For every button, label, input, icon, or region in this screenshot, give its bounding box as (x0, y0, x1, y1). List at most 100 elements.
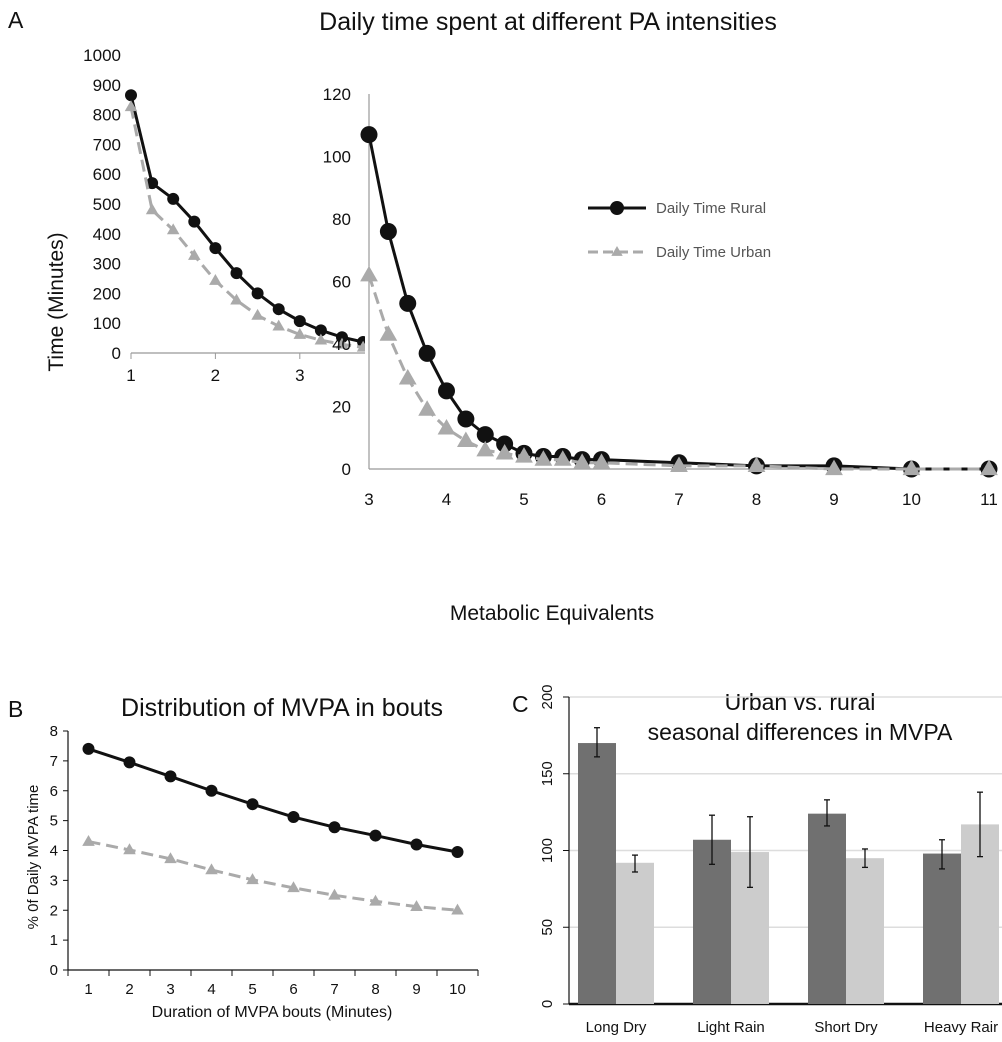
panel-a-inset-y-tick-label: 80 (332, 210, 351, 229)
panel-a-inset-y-tick-label: 20 (332, 398, 351, 417)
panel-a-y-tick-label: 1000 (83, 46, 121, 65)
panel-a-series-1-point (166, 223, 180, 235)
legend-marker-0 (610, 201, 624, 215)
panel-b-series-0-point (287, 811, 300, 824)
panel-c-category-label: Long Dry (586, 1019, 647, 1036)
panel-a-inset-y-tick-label: 40 (332, 335, 351, 354)
panel-a-inset-series-0-point (476, 426, 494, 444)
panel-b-x-tick-label: 7 (330, 981, 338, 998)
panel-b-y-tick-label: 7 (50, 753, 58, 770)
panel-a-title: Daily time spent at different PA intensi… (319, 8, 777, 36)
panel-a-series-1-point (272, 319, 285, 331)
panel-a-y-tick-label: 700 (93, 135, 121, 154)
panel-a-inset-series-1-point (553, 450, 572, 466)
panel-a-ylabel: Time (Minutes) (45, 232, 68, 371)
panel-a-series-0-point (314, 324, 327, 337)
panel-a-inset-y-tick-label: 60 (332, 273, 351, 292)
panel-a-inset-series-1-point (495, 444, 514, 460)
legend-label-0: Daily Time Rural (656, 200, 766, 217)
panel-a-series-0-point (146, 177, 159, 190)
panel-b-title: Distribution of MVPA in bouts (121, 694, 443, 722)
panel-a-y-tick-label: 400 (93, 225, 121, 244)
panel-b-y-tick-label: 5 (50, 813, 58, 830)
panel-b-xlabel: Duration of MVPA bouts (Minutes) (152, 1004, 393, 1021)
panel-a-series-1-point (314, 333, 328, 345)
panel-a-inset-x-tick-label: 10 (902, 490, 921, 509)
panel-a-x-tick-label: 1 (126, 366, 135, 385)
panel-a-inset-series-1-point (747, 456, 766, 472)
panel-b-series-1-line (88, 840, 458, 912)
panel-b-series-0-point (246, 798, 259, 811)
panel-a-inset-x-tick-label: 6 (597, 490, 606, 509)
panel-a-inset-series-0-line (367, 134, 989, 471)
panel-a-inset-series-1-point (398, 369, 417, 385)
panel-a-inset-series-1-point (456, 431, 475, 447)
panel-c-category-label: Light Rain (697, 1019, 765, 1036)
panel-a-y-tick-label: 500 (93, 195, 121, 214)
panel-b-series-1-point (287, 881, 300, 893)
panel-b-y-tick-label: 3 (50, 872, 58, 889)
panel-b-series-0-point (164, 770, 177, 783)
legend-label-1: Daily Time Urban (656, 244, 771, 261)
panel-b-x-tick-label: 1 (84, 981, 92, 998)
panel-a-series-1-point (124, 100, 138, 112)
panel-a-inset-series-1-point (534, 450, 553, 466)
panel-b-y-tick-label: 0 (50, 962, 58, 979)
panel-b-chart: 0 1 2 3 4 5 6 7 8 1 2 3 4 5 6 7 8 9 10 (50, 723, 479, 998)
panel-b-y-tick-label: 1 (50, 932, 58, 949)
panel-b-series-1-point (82, 834, 95, 846)
panel-a-inset-x-tick-label: 3 (364, 490, 373, 509)
panel-b-series-1-point (328, 888, 341, 900)
panel-a-inset-series-1-point (825, 459, 843, 476)
panel-a-series-0-point (209, 242, 222, 255)
panel-b-y-tick-label: 2 (50, 902, 58, 919)
panel-a-inset-series-1-point (476, 440, 495, 457)
panel-a-inset-series-1-point (418, 400, 437, 416)
panel-a-series-0-point (293, 315, 306, 328)
panel-b-y-tick-label: 6 (50, 783, 58, 800)
panel-a-series-1-point (230, 293, 243, 305)
panel-c-title-line2: seasonal differences in MVPA (648, 719, 953, 745)
panel-a-inset-y-tick-label: 120 (323, 85, 351, 104)
panel-a-y-tick-label: 0 (112, 344, 121, 363)
panel-a-y-tick-label: 600 (93, 165, 121, 184)
panel-a-series-1-point (335, 337, 349, 349)
panel-c-bar (578, 743, 616, 1004)
panel-a-inset-background (365, 86, 1001, 501)
panel-c-category-label: Short Dry (814, 1019, 878, 1036)
legend-marker-1 (611, 246, 623, 256)
panel-b-series-0-point (123, 756, 136, 769)
panel-a-series-1-point (251, 308, 264, 320)
panel-b-x-tick-label: 6 (289, 981, 297, 998)
panel-b-series-0-point (328, 821, 341, 834)
panel-a-inset-series-0-point (379, 223, 397, 240)
panel-a-inset-series-1-point (980, 459, 998, 476)
panel-c-bar (846, 858, 884, 1004)
panel-a-inset-series-1-point (515, 447, 533, 463)
panel-a-y-tick-label: 900 (93, 76, 121, 95)
panel-a-series-0-point (336, 331, 348, 344)
panel-a-inset-series-0-point (457, 410, 475, 428)
panel-b-series-0-line (88, 747, 458, 854)
panel-a-inset-series-0-point (418, 344, 436, 362)
panel-a-series-0-point (167, 192, 180, 205)
panel-b-x-tick-label: 10 (449, 981, 466, 998)
panel-b-series-0-point (451, 845, 464, 858)
panel-b-x-tick-label: 9 (412, 981, 420, 998)
panel-b-series-0-point (205, 784, 218, 797)
panel-a-inset-x-tick-label: 5 (519, 490, 528, 509)
panel-c-y-tick-label: 100 (539, 838, 556, 863)
panel-a-inset-y-tick-label: 0 (342, 460, 351, 479)
panel-b-series-1-point (205, 863, 218, 875)
panel-a-series-1-point (209, 273, 222, 285)
panel-a-label: A (8, 7, 24, 33)
panel-c-bar (923, 853, 961, 1004)
panel-a-inset-series-1-point (902, 459, 921, 476)
panel-b-x-tick-label: 4 (207, 981, 215, 998)
panel-a-inset-series-1-point (360, 265, 378, 282)
panel-b-ylabel: % 0f Daily MVPA time (25, 785, 42, 930)
panel-a-inset-series-0-point (496, 435, 514, 453)
panel-a-inset-x-tick-label: 7 (674, 490, 683, 509)
panel-a-chart: 1234567891011010020030040050060070080090… (83, 46, 1001, 509)
